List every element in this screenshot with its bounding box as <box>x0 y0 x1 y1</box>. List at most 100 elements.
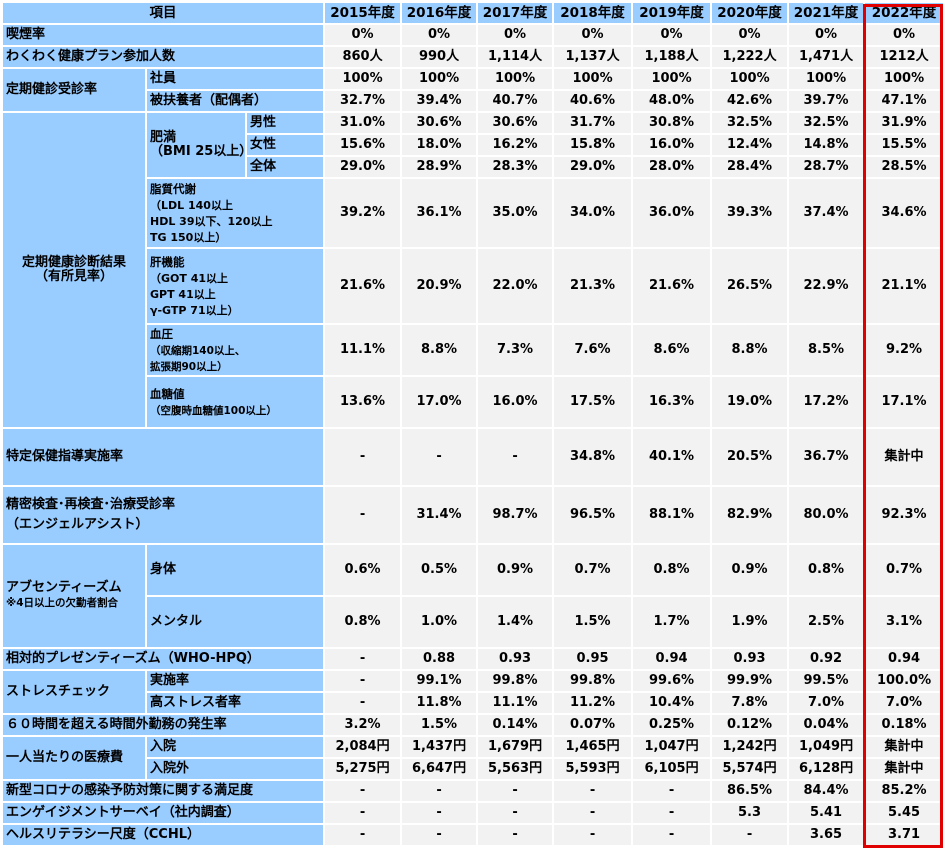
row-group-label: ストレスチェック <box>1 669 147 715</box>
value-cell: 15.8% <box>552 133 634 157</box>
value-cell: - <box>323 691 403 715</box>
value-cell: 0.7% <box>552 543 634 597</box>
row-group-label: 定期健診受診率 <box>1 67 147 113</box>
value-cell: 集計中 <box>863 757 945 781</box>
value-cell: 39.4% <box>400 89 479 113</box>
header-year: 2019年度 <box>631 1 713 25</box>
value-cell: 0% <box>710 23 790 47</box>
detailed-exam-label-line: （エンジェルアシスト） <box>6 517 149 532</box>
value-cell: 0.12% <box>710 713 790 737</box>
blood-sugar-label: 血糖値 （空腹時血糖値100以上） <box>144 375 326 429</box>
value-cell: 21.3% <box>552 247 634 325</box>
value-cell: 16.0% <box>631 133 713 157</box>
value-cell: 16.2% <box>476 133 555 157</box>
value-cell: 0% <box>552 23 634 47</box>
value-cell: - <box>400 823 479 847</box>
value-cell: 5,593円 <box>552 757 634 781</box>
value-cell: 集計中 <box>863 427 945 487</box>
row-sub-label: 実施率 <box>144 669 326 693</box>
value-cell: 28.5% <box>863 155 945 179</box>
value-cell: 0.8% <box>631 543 713 597</box>
value-cell: 6,105円 <box>631 757 713 781</box>
table-row: ６０時間を超える時間外勤務の発生率 3.2% 1.5% 0.14% 0.07% … <box>0 713 945 737</box>
blood-pressure-label: 血圧 （収縮期140以上、 拡張期90以上） <box>144 323 326 377</box>
value-cell: 19.0% <box>710 375 790 429</box>
value-cell: 8.8% <box>710 323 790 377</box>
row-sub-label: 入院 <box>144 735 326 759</box>
table-row: エンゲイジメントサーベイ（社内調査） - - - - - 5.3 5.41 5.… <box>0 801 945 825</box>
value-cell: - <box>400 779 479 803</box>
value-cell: 0.6% <box>323 543 403 597</box>
value-cell: 集計中 <box>863 735 945 759</box>
absenteeism-note: ※4日以上の欠勤者割合 <box>6 597 119 609</box>
value-cell: 13.6% <box>323 375 403 429</box>
value-cell: 18.0% <box>400 133 479 157</box>
value-cell: 17.5% <box>552 375 634 429</box>
value-cell: 100% <box>631 67 713 91</box>
group-label-line: 定期健康診断結果 <box>21 255 126 270</box>
blood-sugar-label-title: 血糖値 <box>150 386 185 401</box>
value-cell: 10.4% <box>631 691 713 715</box>
table-row: 喫煙率 0% 0% 0% 0% 0% 0% 0% 0% <box>0 23 945 47</box>
value-cell: 3.71 <box>863 823 945 847</box>
value-cell: 16.3% <box>631 375 713 429</box>
table-row: 被扶養者（配偶者） 32.7% 39.4% 40.7% 40.6% 48.0% … <box>2 89 945 113</box>
value-cell: 88.1% <box>631 485 713 545</box>
value-cell: 82.9% <box>710 485 790 545</box>
value-cell: 1,137人 <box>552 45 634 69</box>
value-cell: 7.6% <box>552 323 634 377</box>
lipid-label: 脂質代謝 （LDL 140以上 HDL 39以下、120以上 TG 150以上） <box>144 177 326 249</box>
value-cell: 48.0% <box>631 89 713 113</box>
value-cell: 9.2% <box>863 323 945 377</box>
value-cell: 11.1% <box>476 691 555 715</box>
row-sub-label: 全体 <box>244 155 326 179</box>
value-cell: 0.8% <box>787 543 866 597</box>
value-cell: 0% <box>400 23 479 47</box>
value-cell: 40.1% <box>631 427 713 487</box>
value-cell: 35.0% <box>476 177 555 249</box>
absenteeism-label: アブセンティーズム ※4日以上の欠勤者割合 <box>1 543 147 649</box>
value-cell: - <box>552 779 634 803</box>
value-cell: 30.6% <box>476 111 555 135</box>
value-cell: 31.7% <box>552 111 634 135</box>
value-cell: 84.4% <box>787 779 866 803</box>
value-cell: 29.0% <box>552 155 634 179</box>
value-cell: 1,465円 <box>552 735 634 759</box>
value-cell: 0.04% <box>787 713 866 737</box>
blood-pressure-label-sub: （収縮期140以上、 <box>150 344 246 357</box>
value-cell: 12.4% <box>710 133 790 157</box>
value-cell: - <box>476 801 555 825</box>
value-cell: 7.3% <box>476 323 555 377</box>
value-cell: 28.9% <box>400 155 479 179</box>
table-row: メンタル 0.8% 1.0% 1.4% 1.5% 1.7% 1.9% 2.5% … <box>2 595 945 649</box>
value-cell: 1.5% <box>400 713 479 737</box>
value-cell: 30.8% <box>631 111 713 135</box>
value-cell: 37.4% <box>787 177 866 249</box>
value-cell: 8.8% <box>400 323 479 377</box>
value-cell: 1,222人 <box>710 45 790 69</box>
header-year: 2018年度 <box>552 1 634 25</box>
value-cell: - <box>400 427 479 487</box>
value-cell: - <box>552 801 634 825</box>
row-label: 新型コロナの感染予防対策に関する満足度 <box>0 779 326 803</box>
value-cell: - <box>476 823 555 847</box>
value-cell: 17.2% <box>787 375 866 429</box>
value-cell: 1,471人 <box>787 45 866 69</box>
value-cell: 11.1% <box>323 323 403 377</box>
value-cell: 1212人 <box>863 45 945 69</box>
value-cell: 26.5% <box>710 247 790 325</box>
value-cell: 34.6% <box>863 177 945 249</box>
value-cell: 42.6% <box>710 89 790 113</box>
value-cell: 5.41 <box>787 801 866 825</box>
value-cell: - <box>323 647 403 671</box>
blood-sugar-label-sub: （空腹時血糖値100以上） <box>150 404 277 417</box>
detailed-exam-label-line: 精密検査･再検査･治療受診率 <box>6 497 176 512</box>
value-cell: 99.1% <box>400 669 479 693</box>
row-sub-label: 社員 <box>144 67 326 91</box>
value-cell: 0.14% <box>476 713 555 737</box>
row-sub-label: 身体 <box>144 543 326 597</box>
value-cell: 1.9% <box>710 595 790 649</box>
value-cell: 5,275円 <box>323 757 403 781</box>
value-cell: 1,047円 <box>631 735 713 759</box>
value-cell: 100% <box>400 67 479 91</box>
